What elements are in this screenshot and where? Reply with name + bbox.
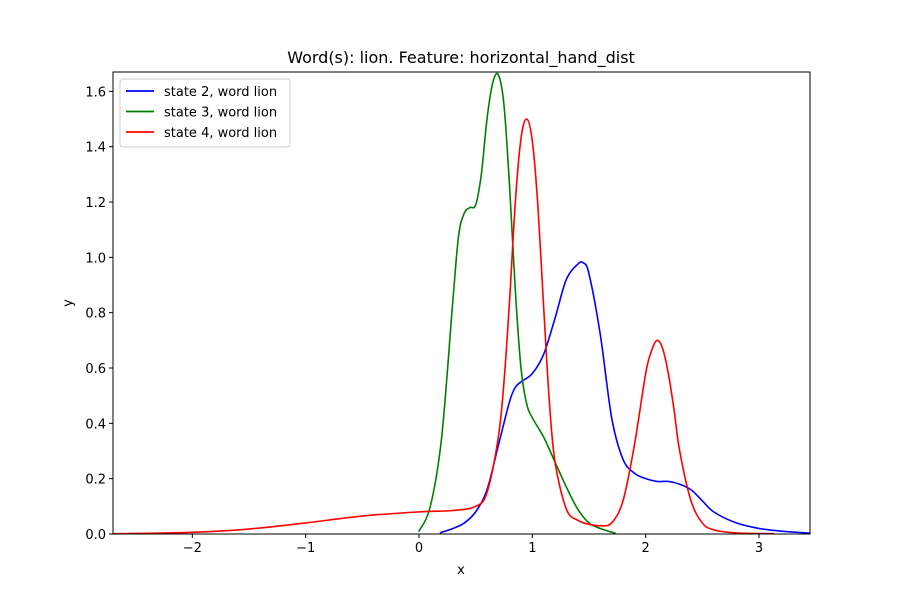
series-layer: [113, 72, 810, 534]
y-tick-label: 1.6: [85, 85, 106, 100]
x-tick-label: 3: [755, 541, 763, 556]
legend-label-3: state 4, word lion: [164, 126, 277, 141]
x-axis-label: x: [457, 563, 465, 578]
y-tick-label: 0.4: [85, 417, 106, 432]
legend-box: [119, 78, 291, 148]
legend: state 2, word lion state 3, word lion stat…: [119, 78, 291, 148]
y-tick-label: 0.2: [85, 473, 106, 488]
x-tick-label: −2: [183, 541, 202, 556]
y-tick-label: 0.8: [85, 307, 106, 322]
chart-title: Word(s): lion. Feature: horizontal_hand_…: [287, 48, 635, 68]
y-tick-label: 0.0: [85, 528, 106, 543]
series-line-1: [439, 261, 810, 534]
x-tick-label: 1: [528, 541, 536, 556]
x-axis: −2 −1 0 1 2 3: [183, 534, 763, 556]
x-tick-label: 2: [642, 541, 650, 556]
series-line-3: [113, 118, 775, 534]
y-tick-label: 0.6: [85, 362, 106, 377]
y-axis: 0.0 0.2 0.4 0.6 0.8 1.0 1.2 1.4 1.6: [85, 85, 113, 543]
legend-label-1: state 2, word lion: [164, 85, 277, 100]
plot-frame: [112, 71, 811, 535]
x-tick-label: 0: [415, 541, 423, 556]
y-axis-label: y: [61, 299, 76, 307]
y-tick-label: 1.4: [85, 141, 106, 156]
series-line-2: [418, 72, 616, 534]
x-tick-label: −1: [296, 541, 315, 556]
y-tick-label: 1.0: [85, 251, 106, 266]
legend-label-2: state 3, word lion: [164, 106, 277, 121]
y-tick-label: 1.2: [85, 196, 106, 211]
plot-area: [112, 71, 811, 535]
